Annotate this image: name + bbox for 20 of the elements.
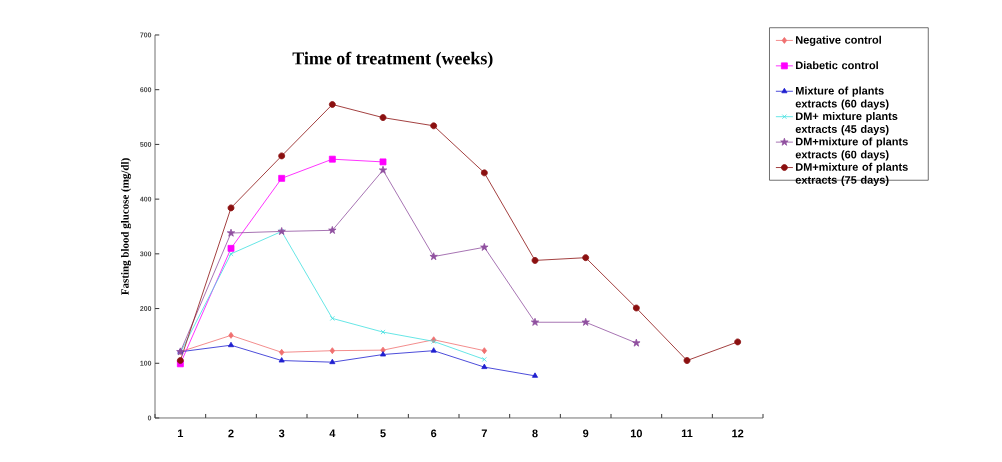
x-tick-label: 5 bbox=[380, 429, 386, 438]
x-tick-label: 9 bbox=[583, 429, 589, 438]
x-tick-label: 12 bbox=[732, 429, 744, 438]
x-tick-label: 4 bbox=[329, 429, 336, 438]
x-tick-label: 8 bbox=[532, 429, 538, 438]
legend-label: DM+ mixture plants extracts (45 days) bbox=[795, 111, 898, 136]
x-tick-label: 11 bbox=[681, 429, 693, 438]
x-tick-label: 7 bbox=[481, 429, 487, 438]
y-axis-title: Fasting blood glucose (mg/dl) bbox=[121, 158, 132, 295]
legend-label: Mixture of plants extracts (60 days) bbox=[795, 86, 889, 110]
legend-label: Negative control bbox=[796, 35, 881, 46]
x-tick-label: 2 bbox=[228, 429, 234, 438]
x-tick-label: 10 bbox=[630, 429, 642, 438]
text: Time of treatment (weeks) bbox=[292, 51, 493, 69]
x-tick-label: 3 bbox=[278, 429, 285, 438]
x-tick-label: 1 bbox=[177, 429, 184, 438]
legend-label: DM+mixture of plants extracts (75 days) bbox=[795, 162, 908, 186]
legend-label: Diabetic control bbox=[796, 61, 878, 70]
legend-label: DM+mixture of plants extracts (60 days) bbox=[795, 137, 908, 161]
x-tick-label: 6 bbox=[431, 429, 437, 438]
